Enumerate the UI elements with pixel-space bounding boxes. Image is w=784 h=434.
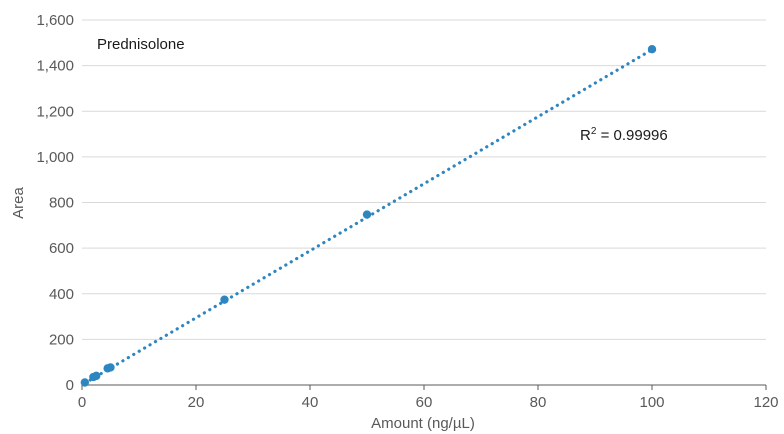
y-tick-label: 1,400 — [36, 58, 74, 75]
y-tick-label: 200 — [49, 331, 74, 348]
x-tick-label: 0 — [78, 394, 86, 411]
y-tick-label: 1,600 — [36, 12, 74, 29]
data-point — [647, 45, 657, 54]
y-axis-title: Area — [10, 187, 27, 219]
x-tick-label: 20 — [188, 394, 205, 411]
gridlines — [82, 19, 766, 340]
series-label: Prednisolone — [97, 36, 185, 53]
data-point — [220, 295, 229, 304]
x-tick-label: 120 — [753, 394, 778, 411]
y-tick-label: 800 — [49, 195, 74, 212]
r-squared-superscript: 2 — [591, 126, 597, 137]
data-point — [106, 363, 115, 372]
x-tick-label: 80 — [530, 394, 547, 411]
data-points — [80, 45, 657, 387]
x-tick-label: 40 — [302, 394, 319, 411]
y-tick-label: 400 — [49, 286, 74, 303]
r-squared-prefix: R — [580, 127, 591, 144]
tick-labels: 0 200 400 600 800 1,000 1,200 1,400 1,600 0 20 40 60… — [36, 12, 778, 411]
y-tick-label: 600 — [49, 240, 74, 257]
r-squared-value: = 0.99996 — [596, 127, 667, 144]
y-tick-label: 1,200 — [36, 103, 74, 120]
y-tick-label: 0 — [66, 377, 74, 394]
axes — [81, 384, 767, 390]
r-squared-annotation: R2 = 0.99996 — [580, 126, 668, 144]
data-point — [80, 378, 90, 387]
x-tick-label: 100 — [639, 394, 664, 411]
data-point — [362, 210, 372, 219]
y-tick-label: 1,000 — [36, 149, 74, 166]
x-tick-label: 60 — [416, 394, 433, 411]
data-point — [92, 371, 101, 381]
x-axis-title: Amount (ng/µL) — [371, 415, 475, 432]
